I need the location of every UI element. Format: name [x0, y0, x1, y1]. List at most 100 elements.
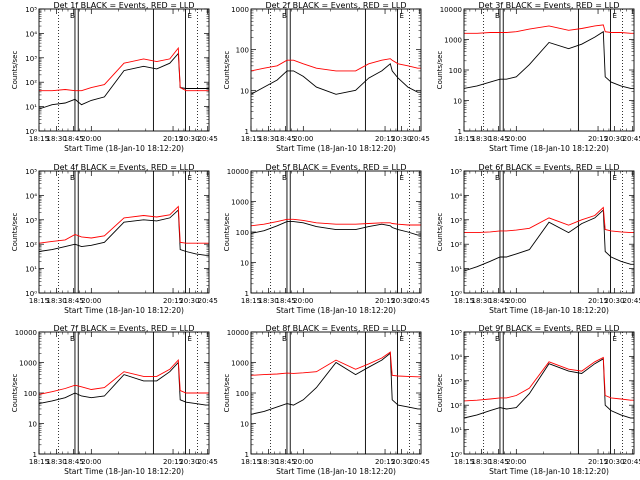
end-marker: E: [399, 174, 403, 182]
plot-frame: [250, 170, 422, 294]
x-tick-label: 20:15: [163, 297, 183, 305]
x-tick-label: 20:45: [198, 297, 218, 305]
x-tick-label: 18:45: [276, 297, 296, 305]
end-marker: E: [399, 12, 403, 20]
x-tick-label: 18:15: [454, 458, 474, 466]
x-tick-label: 18:30: [259, 458, 279, 466]
x-tick-label: 20:15: [588, 297, 608, 305]
x-axis-label: Start Time (18-Jan-10 18:12:20): [64, 144, 184, 153]
panel-title: Det 9f BLACK = Events, RED = LLD: [478, 324, 619, 333]
lld-series-line: [250, 58, 421, 72]
y-axis-label: Counts/sec: [11, 213, 19, 252]
y-tick-label: 10000: [15, 329, 37, 337]
plot-frame: [463, 331, 635, 455]
y-tick-label: 100: [236, 229, 249, 237]
y-tick-label: 10²: [25, 241, 37, 249]
panel-det-5: Det 5f BLACK = Events, RED = LLD Counts/s…: [223, 163, 430, 315]
y-tick-label: 100: [449, 67, 462, 75]
x-tick-label: 18:15: [29, 458, 49, 466]
x-tick-label: 20:30: [604, 297, 624, 305]
y-tick-label: 100: [236, 47, 249, 55]
events-series-line: [38, 52, 209, 110]
y-axis-label: Counts/sec: [436, 374, 444, 413]
y-tick-label: 10¹: [25, 266, 37, 274]
x-tick-label: 18:15: [241, 135, 261, 143]
y-tick-label: 10¹: [25, 104, 37, 112]
y-tick-label: 1000: [231, 199, 249, 207]
events-series-line: [38, 361, 209, 406]
plot-frame: [38, 170, 210, 294]
x-tick-label: 20:15: [375, 135, 395, 143]
end-marker: E: [187, 12, 191, 20]
x-tick-label: 20:15: [588, 135, 608, 143]
x-tick-label: 20:00: [81, 458, 101, 466]
x-tick-label: 20:00: [506, 297, 526, 305]
y-tick-label: 10²: [450, 241, 462, 249]
y-tick-label: 10³: [450, 217, 462, 225]
y-tick-label: 10³: [25, 55, 37, 63]
lld-series-line: [39, 46, 209, 92]
x-tick-label: 18:30: [259, 297, 279, 305]
panel-det-3: Det 3f BLACK = Events, RED = LLD Counts/s…: [436, 1, 640, 153]
x-tick-label: 18:45: [489, 135, 509, 143]
y-tick-label: 10¹: [450, 427, 462, 435]
panel-title: Det 5f BLACK = Events, RED = LLD: [265, 163, 406, 172]
y-axis-label: Counts/sec: [11, 374, 19, 413]
x-axis-label: Start Time (18-Jan-10 18:12:20): [276, 306, 396, 315]
x-tick-label: 18:45: [276, 135, 296, 143]
plot-frame: [463, 170, 635, 294]
y-tick-label: 100: [24, 390, 37, 398]
y-tick-label: 1: [245, 128, 249, 136]
panel-det-9: Det 9f BLACK = Events, RED = LLD Counts/s…: [436, 324, 640, 476]
y-tick-label: 1: [33, 451, 37, 459]
end-marker: E: [187, 174, 191, 182]
x-tick-label: 18:30: [47, 458, 67, 466]
x-tick-label: 18:30: [472, 135, 492, 143]
plot-frame: [250, 331, 422, 455]
x-tick-label: 18:45: [64, 458, 84, 466]
y-tick-label: 10¹: [450, 266, 462, 274]
begin-marker: B: [282, 12, 287, 20]
y-tick-label: 10: [28, 421, 37, 429]
x-tick-label: 18:15: [454, 297, 474, 305]
panel-title: Det 4f BLACK = Events, RED = LLD: [53, 163, 194, 172]
panel-title: Det 7f BLACK = Events, RED = LLD: [53, 324, 194, 333]
x-tick-label: 18:30: [259, 135, 279, 143]
x-tick-label: 18:30: [47, 297, 67, 305]
begin-marker: B: [495, 174, 500, 182]
panel-title: Det 6f BLACK = Events, RED = LLD: [478, 163, 619, 172]
x-tick-label: 20:15: [375, 297, 395, 305]
events-series-line: [38, 209, 209, 256]
y-tick-label: 10⁵: [450, 329, 462, 337]
panel-det-1: Det 1f BLACK = Events, RED = LLD Counts/s…: [11, 1, 218, 153]
y-tick-label: 10: [240, 87, 249, 95]
x-tick-label: 20:00: [293, 458, 313, 466]
y-tick-label: 10⁵: [25, 6, 37, 14]
y-tick-label: 10⁰: [25, 290, 37, 298]
events-series-line: [463, 30, 634, 89]
y-tick-label: 10⁴: [25, 30, 37, 38]
y-tick-label: 10²: [25, 79, 37, 87]
x-tick-label: 18:15: [241, 297, 261, 305]
panel-det-2: Det 2f BLACK = Events, RED = LLD Counts/s…: [223, 1, 430, 153]
x-tick-label: 20:45: [410, 135, 430, 143]
x-tick-label: 20:15: [588, 458, 608, 466]
x-tick-label: 18:15: [454, 135, 474, 143]
y-axis-label: Counts/sec: [436, 51, 444, 90]
end-marker: E: [612, 12, 616, 20]
y-tick-label: 10⁰: [450, 290, 462, 298]
y-tick-label: 10: [453, 98, 462, 106]
x-tick-label: 20:45: [623, 297, 640, 305]
panel-title: Det 8f BLACK = Events, RED = LLD: [265, 324, 406, 333]
end-marker: E: [612, 335, 616, 343]
x-axis-label: Start Time (18-Jan-10 18:12:20): [489, 306, 609, 315]
x-tick-label: 20:45: [198, 135, 218, 143]
x-tick-label: 20:00: [81, 135, 101, 143]
lld-series-line: [250, 351, 421, 378]
plot-frame: [250, 8, 422, 132]
y-tick-label: 10000: [440, 6, 462, 14]
y-tick-label: 10⁵: [450, 168, 462, 176]
begin-marker: B: [70, 335, 75, 343]
